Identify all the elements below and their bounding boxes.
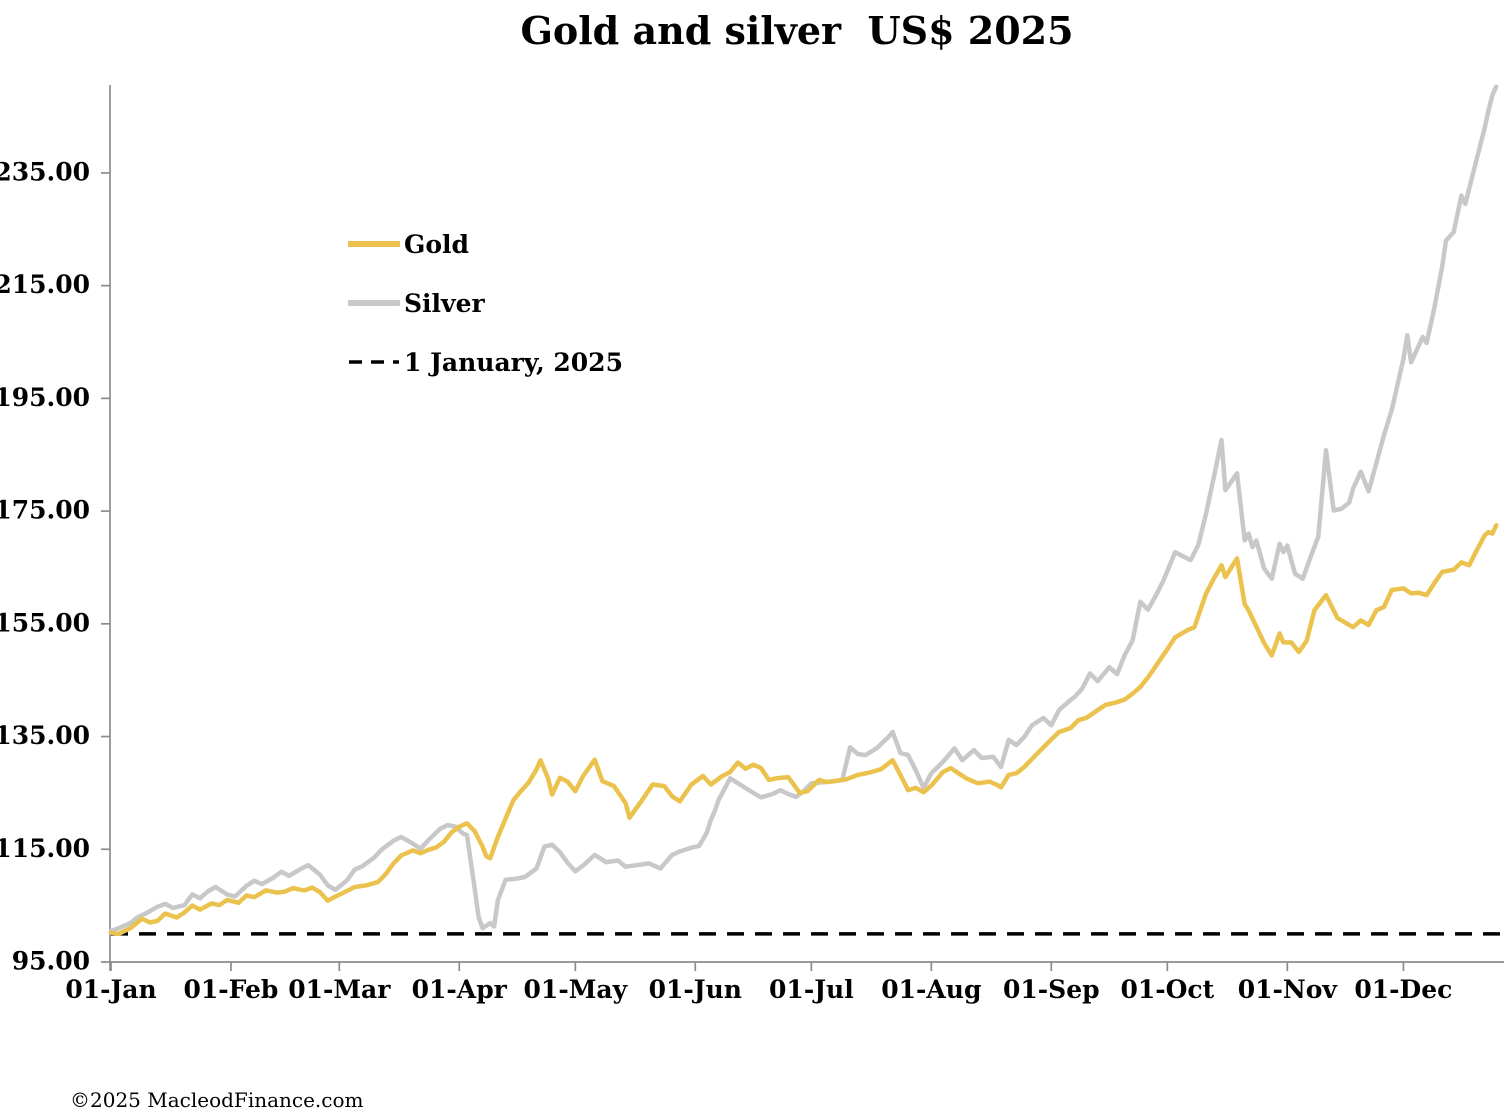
y-tick-label: 195.00 [0, 383, 90, 412]
legend-item-silver: Silver [348, 287, 623, 319]
legend-label: Gold [404, 229, 470, 259]
x-tick-label: 01-Feb [183, 975, 278, 1004]
y-tick-label: 215.00 [0, 270, 90, 299]
chart-legend: Gold Silver 1 January, 2025 [348, 228, 623, 405]
legend-swatch-line [348, 241, 400, 247]
legend-item-1-january-2025: 1 January, 2025 [348, 346, 623, 378]
x-tick-label: 01-Sep [1003, 975, 1100, 1004]
silver-line [108, 84, 1499, 934]
x-tick-label: 01-Mar [288, 975, 391, 1004]
x-tick-label: 01-Aug [881, 975, 981, 1004]
legend-swatch-dashed-line [349, 360, 399, 364]
x-tick-label: 01-Nov [1238, 975, 1339, 1004]
x-tick-label: 01-Jun [649, 975, 742, 1004]
y-tick-label: 135.00 [0, 721, 90, 750]
legend-swatch-line [348, 300, 400, 306]
x-tick-label: 01-Oct [1120, 975, 1214, 1004]
x-tick-label: 01-Apr [412, 975, 508, 1004]
copyright-text: ©2025 MacleodFinance.com [70, 1088, 364, 1112]
y-tick-label: 115.00 [0, 834, 90, 863]
x-tick-label: 01-May [524, 975, 629, 1004]
legend-label: 1 January, 2025 [404, 347, 623, 377]
legend-label: Silver [404, 288, 485, 318]
x-tick-label: 01-Jan [65, 975, 156, 1004]
chart-title: Gold and silver US$ 2025 [520, 8, 1074, 53]
y-tick-label: 95.00 [12, 947, 90, 976]
legend-item-gold: Gold [348, 228, 623, 260]
x-tick-label: 01-Jul [769, 975, 854, 1004]
y-tick-label: 175.00 [0, 496, 90, 525]
x-tick-label: 01-Dec [1354, 975, 1452, 1004]
y-tick-label: 155.00 [0, 608, 90, 637]
y-tick-label: 235.00 [0, 157, 90, 186]
gold-line [108, 522, 1499, 937]
